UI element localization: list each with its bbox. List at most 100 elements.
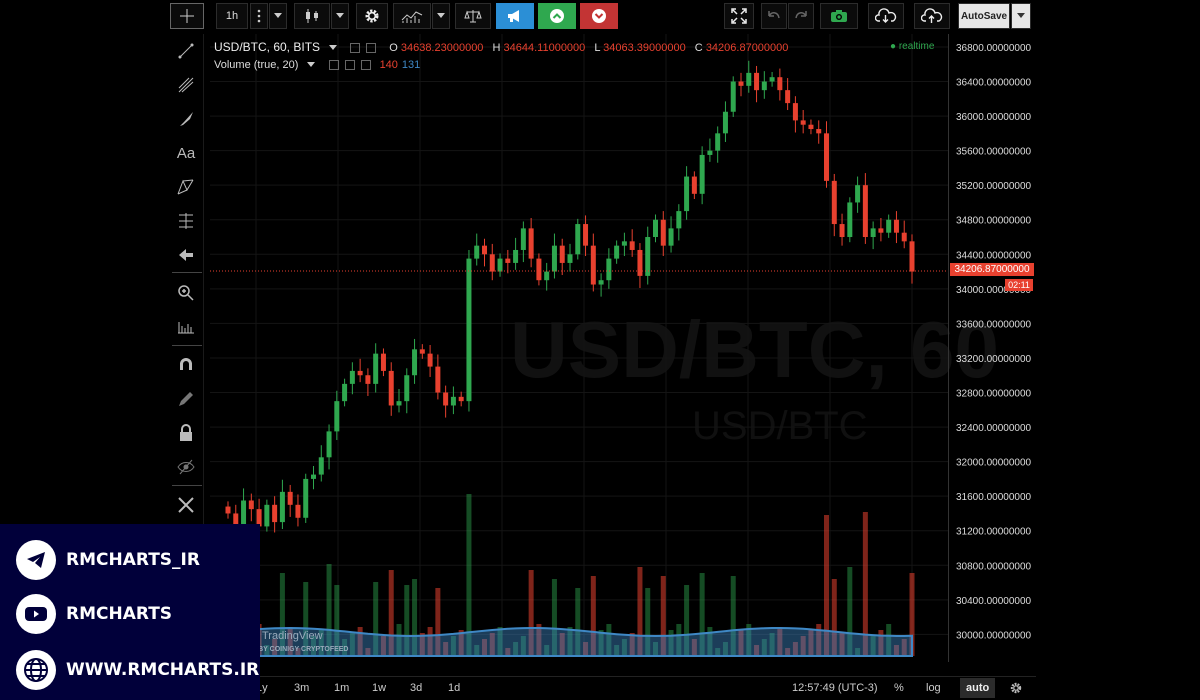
auto-scale-toggle[interactable]: auto: [960, 678, 996, 698]
bar-countdown: 02:11: [1005, 279, 1033, 291]
series-settings-icon[interactable]: [366, 43, 377, 54]
chart-type-dropdown-button[interactable]: [331, 3, 349, 29]
remove-study-icon[interactable]: [360, 60, 371, 71]
globe-icon: [16, 650, 56, 690]
telegram-link[interactable]: RMCHARTS_IR: [16, 540, 200, 580]
eye-off-icon: [177, 459, 195, 475]
prediction-tool[interactable]: [172, 208, 200, 234]
range-1d[interactable]: 1d: [448, 682, 461, 694]
stay-in-drawing-tool[interactable]: [172, 386, 200, 412]
candle-body: [699, 154, 705, 194]
candle-body: [691, 176, 697, 194]
candle-body: [839, 224, 845, 238]
scales-icon: [464, 10, 482, 23]
chart-pane[interactable]: USD/BTC, 60 USD/BTC 12:002712:002812:002…: [210, 34, 999, 662]
interval-dropdown-button[interactable]: [269, 3, 287, 29]
candle-body: [598, 280, 604, 285]
youtube-link[interactable]: RMCHARTS: [16, 594, 172, 634]
volume-bar: [342, 639, 348, 656]
volume-ma-area: [227, 626, 913, 657]
website-link[interactable]: WWW.RMCHARTS.IR: [16, 650, 259, 690]
indicators-button[interactable]: [393, 3, 431, 29]
symbol-label[interactable]: USD/BTC, 60, BITS: [214, 40, 321, 54]
magnet-tool[interactable]: [172, 352, 200, 378]
more-menu-button[interactable]: [250, 3, 268, 29]
volume-bar: [396, 624, 402, 656]
settings-button[interactable]: [356, 3, 388, 29]
interval-button[interactable]: 1h: [216, 3, 248, 29]
indicators-dropdown-button[interactable]: [432, 3, 450, 29]
autosave-button[interactable]: AutoSave: [958, 3, 1010, 29]
bottom-toolbar: 1y 3m 1m 1w 3d 1d 12:57:49 (UTC-3) % log…: [210, 676, 1036, 700]
range-1y[interactable]: 1y: [256, 682, 268, 694]
crosshair-button[interactable]: [170, 3, 204, 29]
trend-line-tool[interactable]: [172, 38, 200, 64]
range-3m[interactable]: 3m: [294, 682, 310, 694]
remove-drawings-tool[interactable]: [172, 242, 200, 268]
price-axis[interactable]: 36800.00000000 36400.00000000 36000.000000…: [948, 34, 1036, 662]
compare-button[interactable]: [455, 3, 491, 29]
undo-button[interactable]: [761, 3, 787, 29]
candle-body: [629, 241, 635, 250]
candlestick-chart[interactable]: 12:002712:002812:002912:003012:00: [210, 34, 948, 662]
volume-bar: [497, 627, 503, 656]
load-layout-button[interactable]: [868, 3, 904, 29]
range-1m[interactable]: 1m: [334, 682, 350, 694]
candle-body: [544, 271, 550, 281]
sell-button[interactable]: [580, 3, 618, 29]
top-toolbar: 1h: [168, 0, 1036, 34]
volume-bar: [349, 633, 355, 656]
arrow-left-icon: [179, 249, 193, 261]
volume-bar: [738, 630, 744, 656]
range-1w[interactable]: 1w: [372, 682, 387, 694]
lock-tool[interactable]: [172, 420, 200, 446]
save-layout-button[interactable]: [914, 3, 950, 29]
text-tool[interactable]: Aa: [172, 140, 200, 166]
volume-bar: [847, 567, 853, 656]
pattern-tool[interactable]: [172, 174, 200, 200]
candle-body: [761, 81, 767, 91]
buy-button[interactable]: [538, 3, 576, 29]
redo-button[interactable]: [788, 3, 814, 29]
hide-series-icon[interactable]: [350, 43, 361, 54]
candle-body: [909, 241, 915, 272]
crosshair-icon: [180, 9, 194, 23]
website-label: WWW.RMCHARTS.IR: [66, 660, 260, 680]
log-toggle[interactable]: log: [926, 682, 941, 694]
pitchfork-tool[interactable]: [172, 72, 200, 98]
candle-body: [256, 509, 262, 527]
measure-tool[interactable]: [172, 314, 200, 340]
hide-drawings-tool[interactable]: [172, 454, 200, 480]
candle-body: [412, 349, 418, 376]
price-tick-label: 33200.00000000: [956, 354, 1032, 365]
alert-button[interactable]: [496, 3, 534, 29]
snapshot-button[interactable]: [820, 3, 858, 29]
volume-bar: [839, 633, 845, 656]
measure-icon: [179, 213, 193, 229]
hide-study-icon[interactable]: [328, 60, 339, 71]
volume-bar: [645, 588, 651, 656]
scale-settings-button[interactable]: [1010, 679, 1022, 697]
candle-body: [800, 120, 806, 125]
volume-label[interactable]: Volume (true, 20): [214, 59, 299, 71]
volume-bar: [699, 573, 705, 656]
telegram-label: RMCHARTS_IR: [66, 550, 200, 570]
candle-body: [847, 202, 853, 238]
candle-body: [404, 375, 410, 402]
candle-body: [878, 228, 884, 233]
study-settings-icon[interactable]: [344, 60, 355, 71]
autosave-dropdown-button[interactable]: [1011, 3, 1031, 29]
chart-type-button[interactable]: [294, 3, 330, 29]
youtube-label: RMCHARTS: [66, 604, 173, 624]
brush-tool[interactable]: [172, 106, 200, 132]
fullscreen-button[interactable]: [724, 3, 754, 29]
candle-body: [575, 224, 581, 255]
zoom-in-tool[interactable]: [172, 280, 200, 306]
volume-bar: [707, 627, 713, 656]
percent-toggle[interactable]: %: [894, 682, 904, 694]
tools-settings[interactable]: [172, 492, 200, 518]
candle-body: [862, 185, 868, 238]
volume-bar: [528, 570, 534, 656]
range-3d[interactable]: 3d: [410, 682, 423, 694]
volume-bar: [730, 576, 736, 656]
